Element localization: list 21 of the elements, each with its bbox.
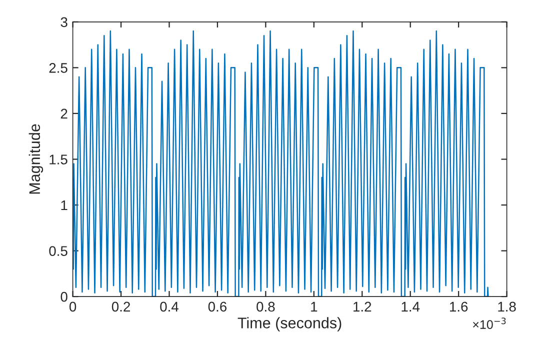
text: ×10$^{−3}$ [473, 318, 506, 329]
x-tick-label: 0.6 [208, 302, 227, 312]
x-tick-label: 1.4 [402, 302, 420, 312]
x-tick-label: 0.8 [256, 302, 275, 312]
y-tick-label: 3 [60, 17, 68, 28]
y-tick-label: 0.5 [49, 246, 68, 256]
y-axis-title: Magnitude [28, 124, 44, 194]
x-tick-label: 1 [311, 302, 318, 312]
y-tick-label: 1 [61, 200, 68, 210]
x-tick-label: 1.2 [354, 302, 372, 312]
x-tick-label: 0.2 [112, 302, 130, 312]
y-tick-label: 2.5 [49, 63, 68, 73]
y-tick-label: 2 [60, 108, 68, 118]
x-axis-title: Time (seconds) [238, 317, 342, 332]
x-tick-label: 1.6 [450, 302, 468, 312]
y-tick-label: 0 [60, 292, 68, 302]
line-series [72, 30, 489, 297]
x-tick-label: 0.4 [160, 302, 178, 312]
x-tick-label: 1.8 [498, 302, 516, 312]
y-tick-label: 1.5 [50, 154, 68, 164]
x-tick-label: 0 [69, 302, 76, 312]
